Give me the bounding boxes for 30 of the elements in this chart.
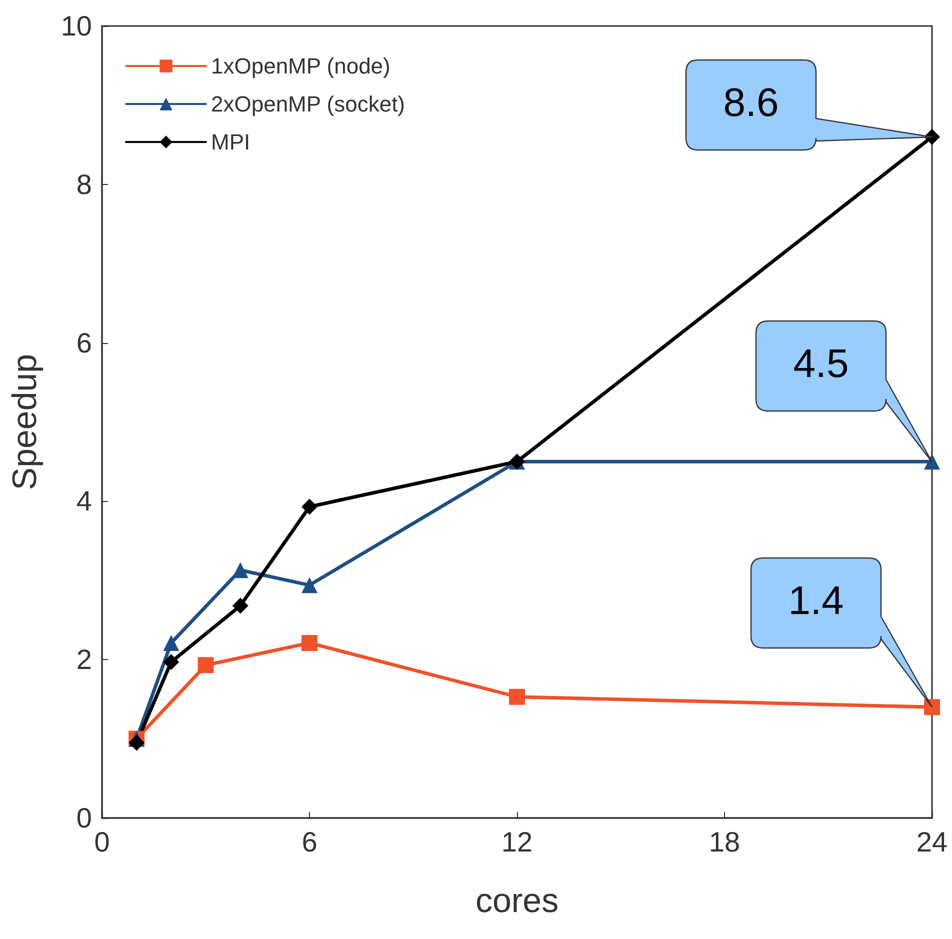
x-tick-label: 6 — [302, 826, 318, 858]
point — [163, 654, 180, 670]
y-tick-label: 10 — [60, 10, 92, 42]
legend-label: 2xOpenMP (socket) — [211, 92, 406, 116]
x-axis-title: cores — [475, 882, 559, 920]
point — [302, 634, 318, 651]
annotation: 8.6 — [722, 80, 780, 126]
y-tick-label: 2 — [76, 644, 92, 676]
y-tick-label: 6 — [76, 327, 92, 358]
point — [163, 634, 180, 651]
legend-label: MPI — [211, 130, 250, 154]
point — [128, 734, 145, 751]
y-axis-title: Speedup — [6, 354, 44, 490]
x-tick-label: 18 — [708, 826, 740, 858]
point — [924, 454, 940, 470]
y-tick-label: 0 — [76, 802, 92, 834]
point — [924, 699, 940, 716]
point — [509, 688, 525, 705]
point — [232, 598, 248, 614]
point — [302, 498, 318, 515]
x-tick-label: 12 — [501, 826, 533, 858]
annotation: 4.5 — [792, 342, 850, 387]
point — [198, 657, 214, 674]
y-tick-label: 4 — [76, 486, 92, 517]
point — [302, 577, 318, 594]
x-tick-label: 24 — [916, 826, 948, 858]
point — [232, 562, 248, 578]
annotation: 1.4 — [787, 579, 845, 624]
legend-label: 1xOpenMP (node) — [211, 54, 390, 78]
y-tick-label: 8 — [76, 168, 92, 200]
